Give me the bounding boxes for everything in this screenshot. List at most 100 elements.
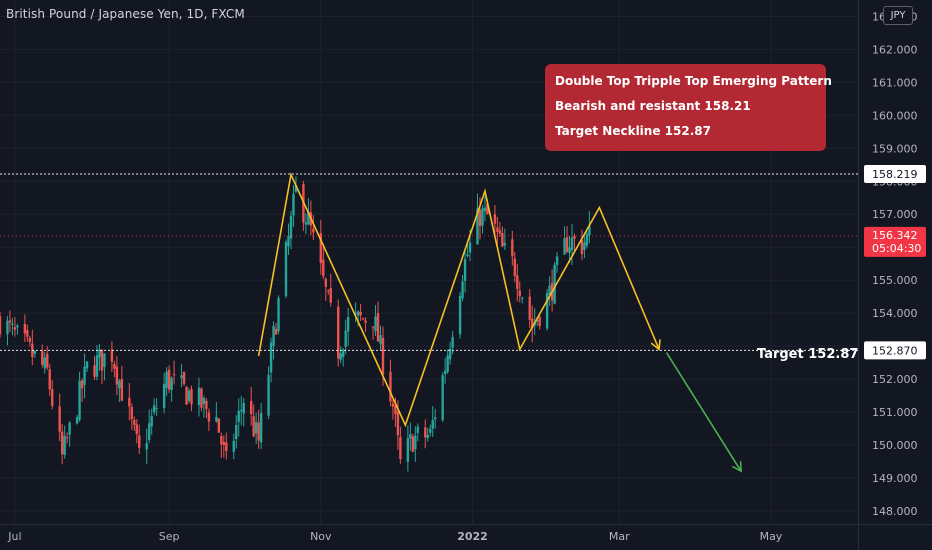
candle-body — [33, 350, 37, 354]
candle — [180, 363, 183, 388]
candle-body — [145, 443, 148, 450]
candle — [128, 383, 131, 421]
candle-body — [531, 318, 534, 329]
candle-body — [466, 254, 469, 257]
candle — [448, 341, 452, 365]
candle — [364, 317, 367, 333]
candlestick-series — [0, 176, 591, 472]
candle-body — [110, 349, 114, 362]
candle-body — [501, 233, 504, 247]
candle — [28, 335, 32, 347]
candle — [232, 433, 235, 460]
candle-body — [496, 227, 499, 232]
candle-body — [356, 311, 360, 316]
price-tick-label: 152.000 — [872, 373, 918, 386]
price-tick-label: 149.000 — [872, 472, 918, 485]
candle-body — [148, 423, 151, 440]
candle-body — [225, 442, 228, 451]
candle — [312, 215, 315, 240]
countdown-label: 05:04:30 — [872, 242, 921, 255]
candle-body — [16, 325, 19, 328]
candle — [354, 302, 357, 323]
price-tick-label: 162.000 — [872, 43, 918, 56]
candle — [344, 319, 347, 355]
candle-body — [481, 208, 484, 226]
candle-body — [8, 320, 12, 323]
candle-body — [458, 295, 462, 335]
candle — [406, 425, 410, 472]
candle-body — [322, 259, 325, 277]
candle — [446, 349, 449, 374]
candle — [162, 372, 166, 414]
candle — [498, 222, 502, 237]
candle-body — [23, 324, 27, 334]
candle — [185, 385, 188, 405]
candle — [68, 421, 71, 447]
candle — [43, 351, 46, 374]
level-price-label: 158.219 — [872, 168, 918, 181]
candle-body — [588, 225, 591, 236]
candle-body — [95, 355, 99, 377]
candle-body — [565, 237, 569, 253]
candle — [182, 371, 186, 386]
currency-badge[interactable]: JPY — [883, 6, 913, 25]
price-tick-label: 150.000 — [872, 439, 918, 452]
time-tick-label: Mar — [609, 530, 630, 543]
candle — [100, 349, 104, 385]
annotation-note[interactable]: Double Top Tripple Top Emerging Pattern … — [545, 64, 832, 151]
candle — [565, 226, 569, 254]
candle-body — [272, 325, 275, 346]
candle-body — [573, 235, 576, 239]
candle-body — [570, 237, 574, 251]
candle — [133, 416, 136, 431]
candle — [458, 291, 462, 339]
candle — [538, 315, 541, 330]
candle — [441, 372, 444, 422]
candle — [120, 365, 124, 402]
candle — [60, 424, 64, 465]
candle — [376, 301, 380, 342]
annotation-line-3: Target Neckline 152.87 — [555, 124, 711, 138]
candle — [58, 393, 61, 442]
candle-body — [155, 408, 158, 410]
candle-body — [513, 258, 516, 276]
candle-body — [399, 437, 402, 460]
candle-body — [252, 416, 255, 437]
candle — [553, 262, 556, 305]
candle-body — [521, 297, 524, 299]
candle-body — [518, 290, 521, 297]
candle-body — [205, 400, 208, 410]
arrow-head — [650, 339, 661, 351]
candle — [461, 274, 464, 302]
time-tick-label: Jul — [7, 530, 21, 543]
candle-body — [289, 215, 293, 239]
time-tick-label: Sep — [159, 530, 180, 543]
candle — [391, 399, 395, 420]
current-price-label: 156.342 — [872, 229, 918, 242]
candle — [359, 303, 362, 322]
candle — [150, 408, 153, 435]
candle-body — [441, 375, 444, 421]
candle — [267, 366, 270, 420]
level-price-tag — [864, 341, 926, 360]
candle-body — [446, 355, 449, 373]
candle — [563, 226, 566, 255]
candle-body — [431, 420, 434, 429]
candle-body — [232, 440, 235, 452]
candle — [414, 426, 417, 462]
candle-body — [429, 428, 432, 433]
candle-body — [486, 203, 489, 215]
candle-body — [162, 384, 166, 409]
candle-body — [585, 233, 589, 246]
candle — [237, 398, 240, 437]
candle — [319, 220, 323, 275]
price-tick-label: 157.000 — [872, 208, 918, 221]
candle — [346, 307, 350, 346]
time-tick-label: 2022 — [457, 530, 488, 543]
candle — [254, 412, 258, 445]
candle — [83, 353, 86, 399]
candle — [249, 386, 253, 426]
candle — [511, 230, 514, 266]
